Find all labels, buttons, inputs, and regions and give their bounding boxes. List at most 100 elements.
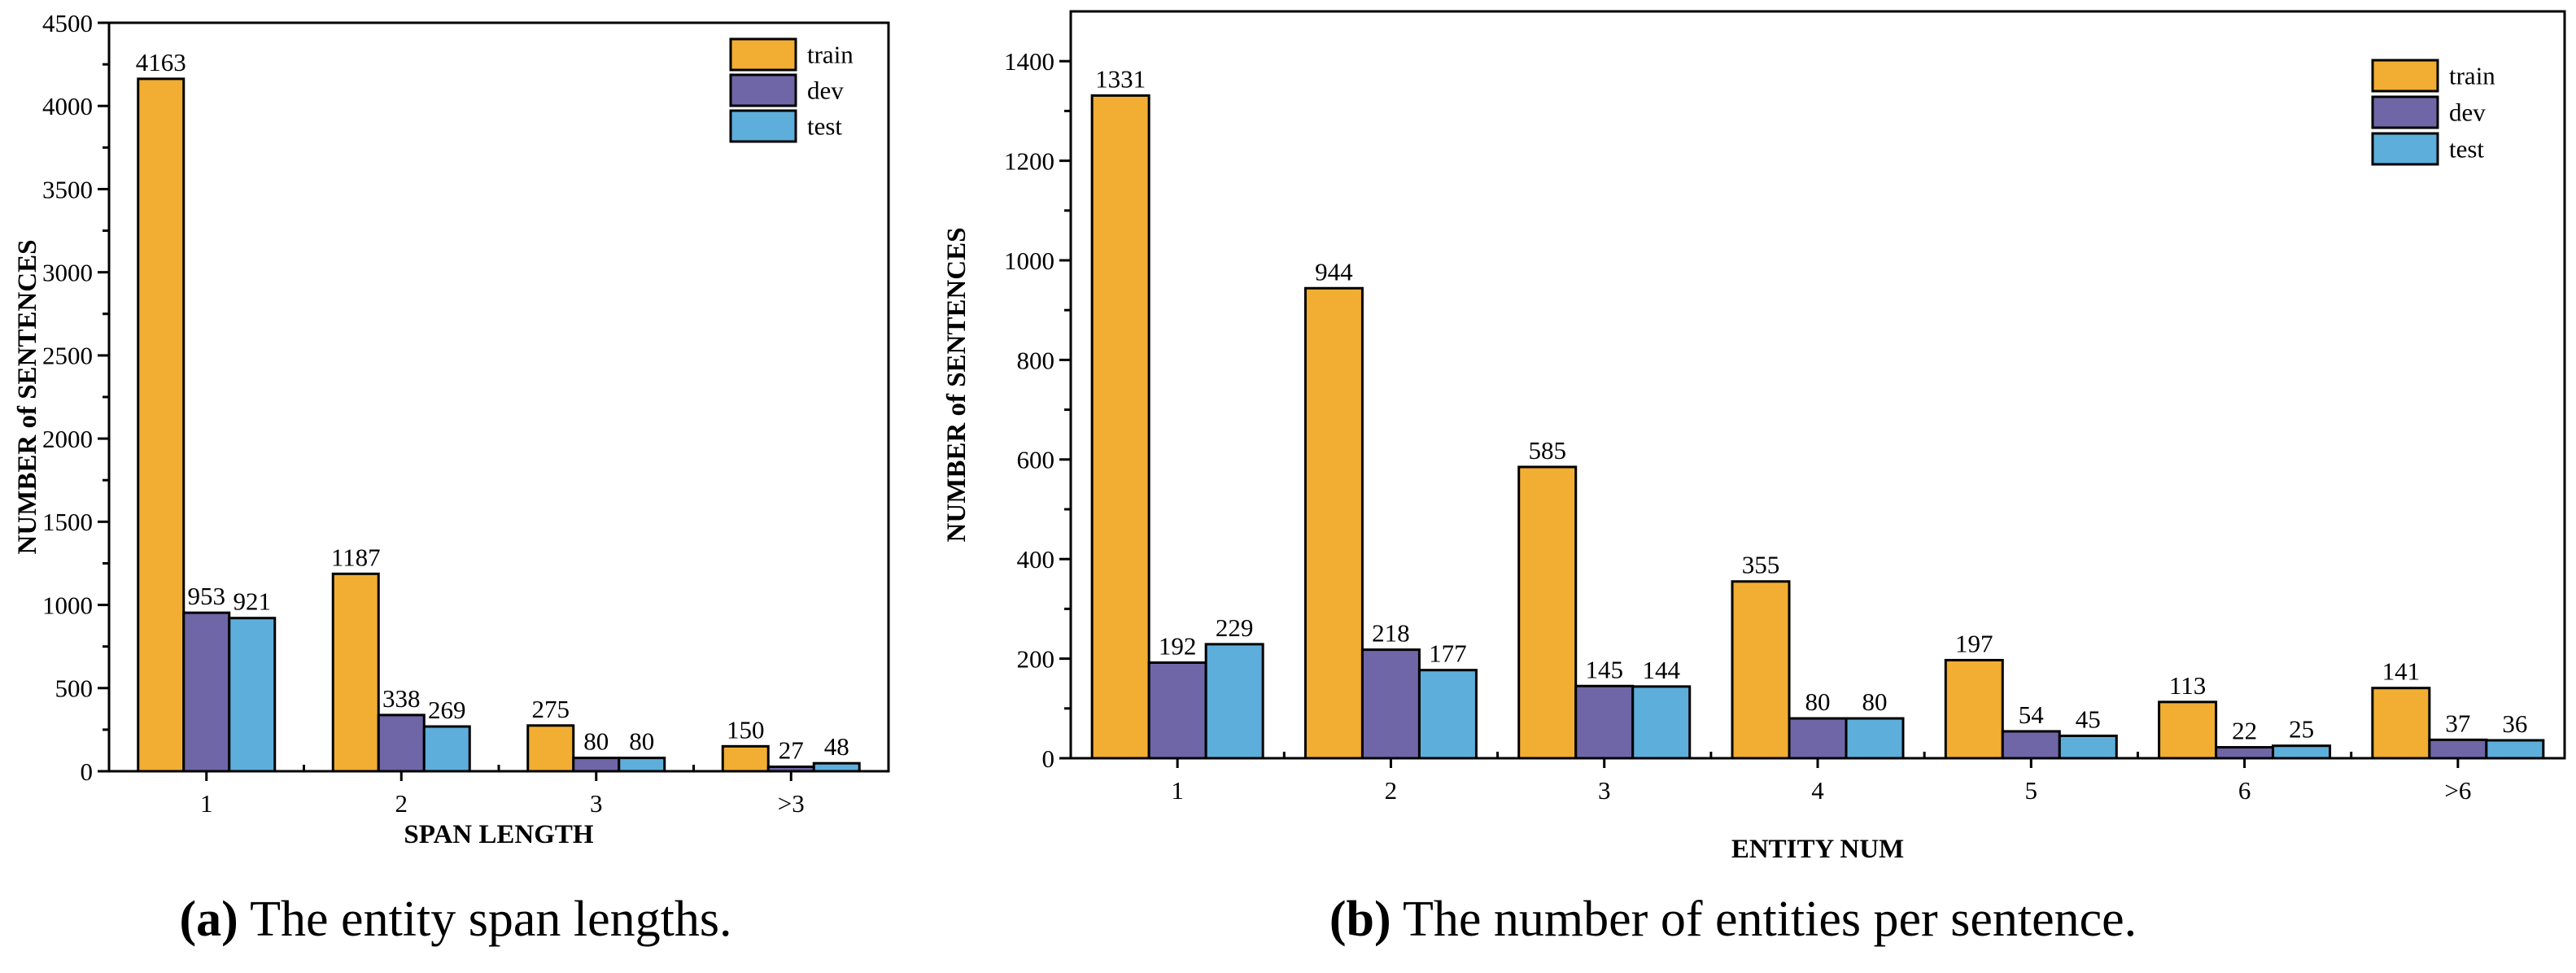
x-tick-label: 3 [590,789,603,818]
value-label-dev: 192 [1159,631,1197,660]
x-tick-label: >6 [2444,776,2471,805]
bar-test [812,761,861,773]
x-tick-label: 4 [1811,776,1824,805]
bar-train [2371,687,2431,760]
y-tick-label: 800 [1017,346,1055,374]
y-tick-label: 500 [55,674,94,703]
value-label-dev: 218 [1372,619,1410,648]
x-tick-label: 6 [2238,776,2251,805]
y-tick-label: 4500 [42,9,93,37]
value-label-test: 80 [1862,687,1888,716]
value-label-dev: 953 [188,582,226,610]
y-tick-label: 1200 [1004,146,1054,175]
y-tick-label: 3500 [42,175,93,203]
bar-dev [2001,730,2061,760]
x-tick-label: 2 [1385,776,1398,805]
value-label-train: 585 [1528,436,1566,465]
value-label-train: 275 [532,695,570,723]
value-label-test: 144 [1642,656,1680,684]
legend-label-test: test [2449,135,2484,164]
x-tick-label: >3 [778,789,805,818]
y-tick-label: 1000 [1004,247,1054,275]
bar-dev [377,713,426,773]
value-label-train: 141 [2382,657,2421,686]
chart-panel-a: 0 500 1000 1500 2000 2500 3000 3500 4000 4500 1 416… [13,9,890,947]
caption: (b) The number of entities per sentence. [1329,892,2137,947]
legend-swatch-train [2371,59,2439,93]
y-tick-label: 400 [1017,545,1055,574]
legend-label-train: train [807,41,854,69]
y-tick-label: 4000 [42,92,93,120]
x-tick-label: 1 [1171,776,1184,805]
bar-dev [1788,717,1848,760]
bar-test [1631,685,1692,760]
bar-train [2158,700,2218,760]
bar-train [1303,286,1364,760]
x-axis-title: SPAN LENGTH [404,820,594,849]
chart-panel-b: 0200400600800100012001400113311922292944… [942,10,2566,947]
y-axis-title: NUMBER of SENTENCES [13,240,42,555]
value-label-train: 113 [2169,671,2206,700]
bar-dev [2428,738,2488,760]
bar-train [1944,658,2004,760]
legend: train dev test [2371,59,2495,166]
bar-test [618,757,666,773]
bar-train [1731,580,1791,760]
plot-frame [1069,10,2566,760]
bar-test [2485,739,2545,760]
caption-text: The entity span lengths. [238,892,732,947]
value-label-dev: 145 [1585,655,1623,683]
value-label-train: 1187 [331,543,381,571]
x-tick-label: 2 [395,789,408,818]
legend-swatch-dev [2371,95,2439,129]
value-label-test: 269 [428,696,466,724]
bar-dev [1147,661,1207,760]
value-label-test: 177 [1429,639,1467,668]
legend: train dev test [729,37,854,143]
value-label-train: 944 [1315,257,1353,286]
value-label-test: 229 [1216,613,1254,642]
caption: (a) The entity span lengths. [179,892,731,947]
y-tick-label: 1500 [42,508,93,536]
y-tick-label: 3000 [42,259,93,287]
caption-label: (b) [1329,892,1391,947]
y-tick-label: 0 [1042,744,1055,773]
legend-label-test: test [807,112,842,141]
bar-test [228,617,277,773]
legend-swatch-dev [729,73,797,107]
value-label-train: 150 [727,715,765,744]
value-label-test: 921 [234,587,272,616]
bar-train [1517,465,1578,760]
value-label-dev: 54 [2019,700,2045,729]
value-label-train: 355 [1742,551,1780,579]
value-label-dev: 22 [2232,717,2257,745]
value-label-dev: 27 [779,735,804,764]
legend-label-train: train [2449,62,2495,90]
value-label-test: 45 [2076,705,2101,733]
value-label-train: 4163 [136,48,186,76]
bar-dev [1360,648,1421,760]
value-label-dev: 37 [2445,709,2470,737]
y-tick-label: 1000 [42,591,93,619]
y-axis-title: NUMBER of SENTENCES [942,228,971,543]
value-label-test: 48 [824,732,849,761]
value-label-dev: 338 [382,684,421,713]
caption-text: The number of entities per sentence. [1391,892,2137,947]
x-tick-label: 3 [1598,776,1611,805]
value-label-test: 80 [629,727,654,756]
y-tick-label: 0 [81,757,94,786]
bar-train [1090,94,1150,760]
legend-swatch-train [729,37,797,72]
bar-dev [1574,684,1635,760]
legend-label-dev: dev [2449,98,2486,127]
x-axis-title: ENTITY NUM [1731,835,1904,864]
bar-test [1417,669,1478,760]
bar-test [422,725,471,773]
bar-dev [766,765,815,773]
y-tick-label: 2500 [42,342,93,370]
bar-dev [572,757,621,773]
legend-swatch-test [729,109,797,143]
value-label-train: 197 [1955,629,1993,657]
